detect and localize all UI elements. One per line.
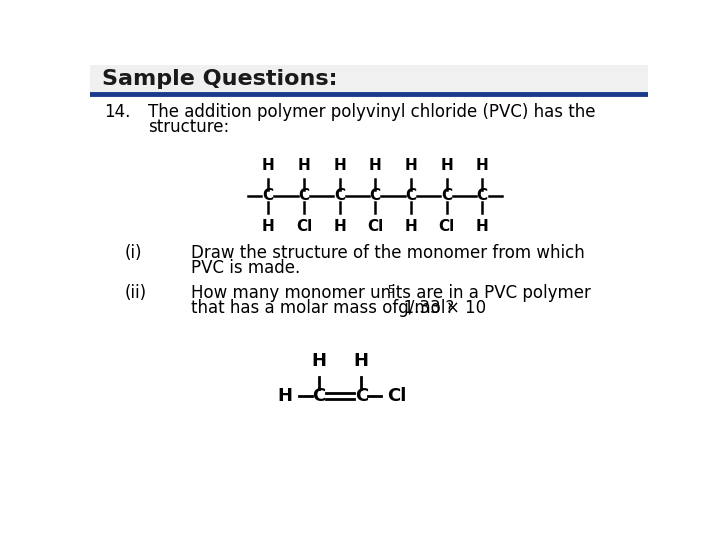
Text: H: H (440, 158, 453, 173)
Text: The addition polymer polyvinyl chloride (PVC) has the: The addition polymer polyvinyl chloride … (148, 103, 595, 122)
Text: H: H (405, 219, 417, 234)
Text: structure:: structure: (148, 118, 230, 136)
Text: H: H (262, 219, 274, 234)
Text: (ii): (ii) (125, 284, 147, 302)
Text: H: H (333, 158, 346, 173)
Text: H: H (354, 352, 369, 370)
Text: C: C (312, 387, 325, 405)
FancyBboxPatch shape (90, 65, 648, 94)
Text: C: C (477, 188, 487, 203)
Text: Cl: Cl (296, 219, 312, 234)
Text: Cl: Cl (367, 219, 383, 234)
Text: How many monomer units are in a PVC polymer: How many monomer units are in a PVC poly… (191, 284, 590, 302)
Text: g/mol?: g/mol? (392, 299, 454, 317)
Text: Draw the structure of the monomer from which: Draw the structure of the monomer from w… (191, 244, 585, 262)
Text: H: H (297, 158, 310, 173)
Text: H: H (333, 219, 346, 234)
Text: H: H (476, 158, 489, 173)
Text: C: C (298, 188, 310, 203)
Text: H: H (476, 219, 489, 234)
Text: C: C (441, 188, 452, 203)
Text: C: C (355, 387, 368, 405)
Text: Cl: Cl (387, 387, 407, 405)
Text: 14.: 14. (104, 103, 130, 122)
Text: H: H (369, 158, 382, 173)
Text: C: C (405, 188, 416, 203)
Text: that has a molar mass of 1.33 × 10: that has a molar mass of 1.33 × 10 (191, 299, 486, 317)
Text: PVC is made.: PVC is made. (191, 259, 300, 277)
Text: H: H (262, 158, 274, 173)
Text: C: C (369, 188, 381, 203)
Text: H: H (277, 387, 292, 405)
Text: (i): (i) (125, 244, 143, 262)
Text: H: H (311, 352, 326, 370)
Text: 5: 5 (387, 285, 394, 295)
Text: Sample Questions:: Sample Questions: (102, 70, 338, 90)
Text: C: C (334, 188, 345, 203)
Text: Cl: Cl (438, 219, 454, 234)
Text: C: C (263, 188, 274, 203)
Text: H: H (405, 158, 417, 173)
